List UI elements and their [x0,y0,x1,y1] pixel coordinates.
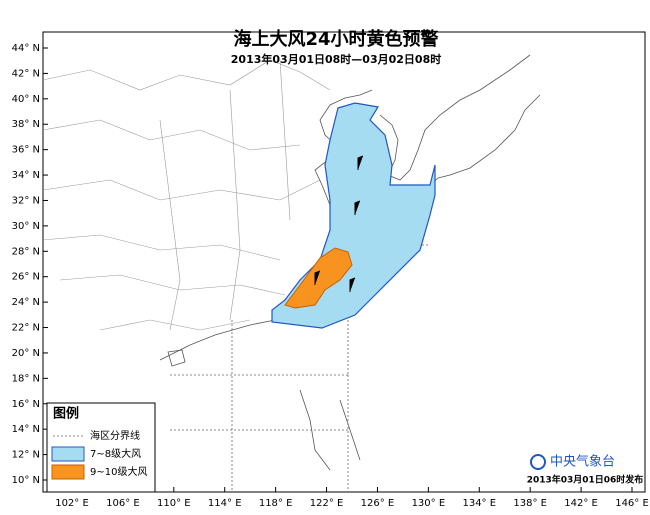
lat-label: 16° N [12,399,40,410]
lon-label: 102° E [55,498,89,509]
logo-icon [530,454,546,470]
lat-label: 10° N [12,475,40,486]
lat-label: 22° N [12,323,40,334]
lat-label: 30° N [12,221,40,232]
lat-label: 34° N [12,170,40,181]
wind-zone-9-10 [284,247,353,309]
lon-label: 118° E [259,498,293,509]
lon-label: 126° E [361,498,395,509]
lat-label: 18° N [12,373,40,384]
lon-label: 122° E [310,498,344,509]
lat-label: 42° N [12,68,40,79]
lon-label: 146° E [615,498,649,509]
issue-time: 2013年03月01日06时发布 [527,474,644,486]
lon-label: 138° E [513,498,547,509]
legend-swatch [51,446,85,462]
legend-item: 海区分界线 [90,429,140,442]
lon-label: 106° E [106,498,140,509]
title: 海上大风24小时黄色预警 [233,28,438,50]
lon-label: 142° E [564,498,598,509]
lat-label: 20° N [12,348,40,359]
lat-label: 38° N [12,119,40,130]
lat-label: 32° N [12,195,40,206]
legend-item: 7~8级大风 [90,447,141,460]
logo-text: 中央气象台 [550,454,615,470]
province-borders [42,59,331,331]
lon-label: 114° E [208,498,242,509]
lon-label: 134° E [462,498,496,509]
legend-item: 9~10级大风 [90,465,147,478]
lat-label: 12° N [12,450,40,461]
lat-label: 26° N [12,272,40,283]
lat-label: 36° N [12,145,40,156]
lat-label: 44° N [12,43,40,54]
lat-label: 40° N [12,94,40,105]
lon-label: 130° E [412,498,446,509]
legend-title: 图例 [53,406,79,422]
axis-ticks: 44° N 42° N 40° N 38° N 36° N 34° N 32° N 30° N… [12,43,649,509]
lon-label: 110° E [157,498,191,509]
lat-label: 14° N [12,424,40,435]
lat-label: 28° N [12,246,40,257]
wind-barbs [314,155,364,292]
legend: 图例 海区分界线 7~8级大风 9~10级大风 [46,402,156,493]
lat-label: 24° N [12,297,40,308]
legend-swatch [51,464,85,480]
subtitle: 2013年03月01日08时—03月02日08时 [231,52,441,66]
